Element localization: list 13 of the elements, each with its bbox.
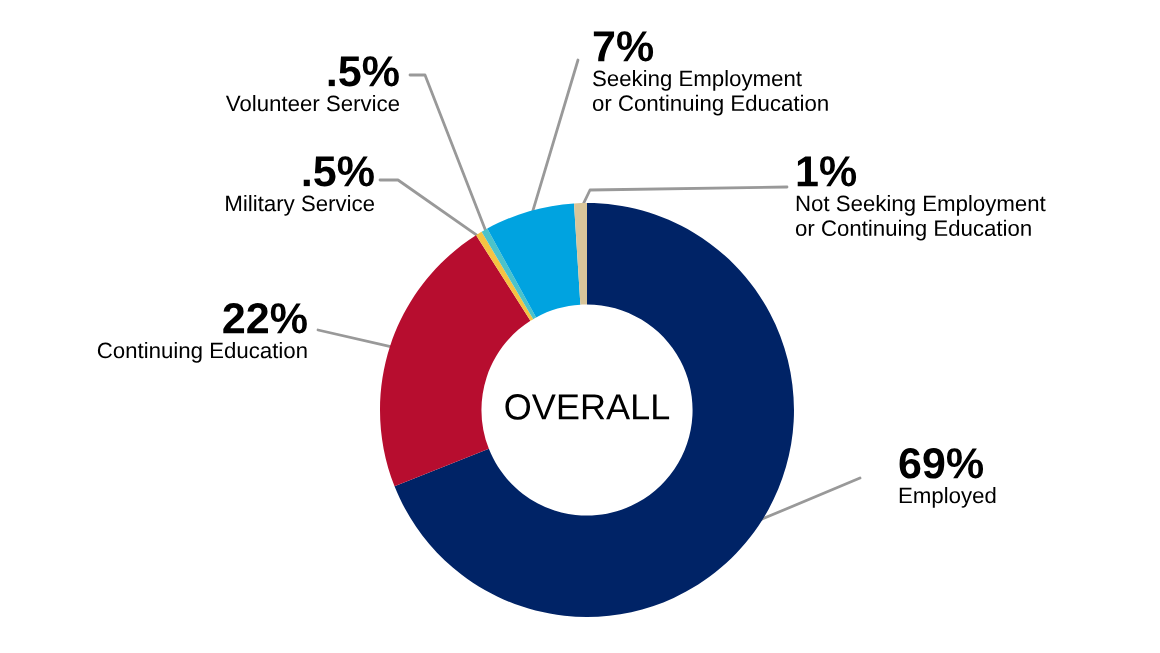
slice-label: Employed [899,487,996,508]
slice-label: Continuing Education [97,342,307,363]
slice-label: Seeking Employment or Continuing Education [592,70,828,116]
data-label: 7% [593,31,654,62]
data-label: .5% [328,56,399,87]
slice-label: Military Service [226,195,375,216]
text: OVERALL [505,394,670,420]
slice-label: Volunteer Service [225,95,400,112]
data-label: 22% [223,303,307,334]
data-label: .5% [303,156,374,187]
slice-label: Not Seeking Employment or Continuing Education [795,195,1046,241]
data-label: 69% [899,448,984,479]
data-label: 1% [797,156,857,187]
